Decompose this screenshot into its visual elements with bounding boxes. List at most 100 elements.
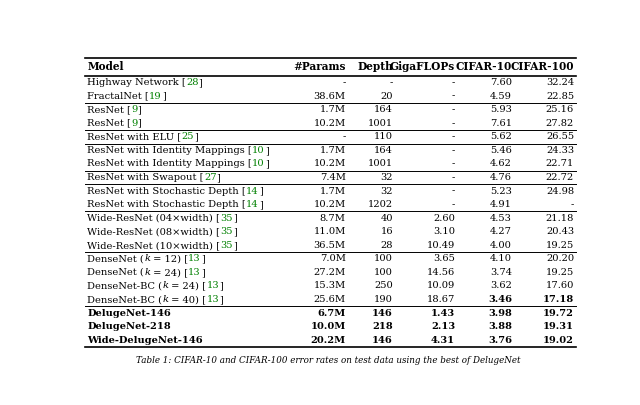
Text: ResNet with Stochastic Depth [: ResNet with Stochastic Depth [ <box>88 187 246 196</box>
Text: 25.6M: 25.6M <box>314 295 346 304</box>
Text: 22.72: 22.72 <box>546 173 574 182</box>
Text: 18.67: 18.67 <box>427 295 455 304</box>
Text: 3.76: 3.76 <box>488 336 512 345</box>
Text: 5.93: 5.93 <box>490 105 512 114</box>
Text: 250: 250 <box>374 281 393 290</box>
Text: 164: 164 <box>374 146 393 155</box>
Text: 25: 25 <box>182 132 194 141</box>
Text: k: k <box>144 268 150 277</box>
Text: 19.25: 19.25 <box>546 241 574 250</box>
Text: 20.20: 20.20 <box>546 254 574 263</box>
Text: 20.2M: 20.2M <box>311 336 346 345</box>
Text: 4.76: 4.76 <box>490 173 512 182</box>
Text: 9: 9 <box>131 119 138 128</box>
Text: 218: 218 <box>372 322 393 331</box>
Text: -: - <box>342 132 346 141</box>
Text: ]: ] <box>265 146 269 155</box>
Text: -: - <box>452 160 455 168</box>
Text: DenseNet-BC (: DenseNet-BC ( <box>88 281 163 290</box>
Text: 190: 190 <box>374 295 393 304</box>
Text: Table 1: CIFAR-10 and CIFAR-100 error rates on test data using the best of Delug: Table 1: CIFAR-10 and CIFAR-100 error ra… <box>136 356 520 365</box>
Text: 4.00: 4.00 <box>490 241 512 250</box>
Text: 7.61: 7.61 <box>490 119 512 128</box>
Text: ]: ] <box>265 160 269 168</box>
Text: ]: ] <box>138 119 141 128</box>
Text: 5.23: 5.23 <box>490 187 512 196</box>
Text: 10.0M: 10.0M <box>310 322 346 331</box>
Text: #Params: #Params <box>294 61 346 72</box>
Text: DenseNet-BC (: DenseNet-BC ( <box>88 295 163 304</box>
Text: ]: ] <box>259 187 262 196</box>
Text: 35: 35 <box>220 241 233 250</box>
Text: ResNet with Identity Mappings [: ResNet with Identity Mappings [ <box>88 160 252 168</box>
Text: = 24) [: = 24) [ <box>168 281 207 290</box>
Text: ]: ] <box>198 78 203 87</box>
Text: 14: 14 <box>246 187 259 196</box>
Text: -: - <box>571 200 574 209</box>
Text: 14: 14 <box>246 200 259 209</box>
Text: -: - <box>452 187 455 196</box>
Text: = 40) [: = 40) [ <box>168 295 207 304</box>
Text: CIFAR-10: CIFAR-10 <box>456 61 512 72</box>
Text: k: k <box>163 281 168 290</box>
Text: 26.55: 26.55 <box>546 132 574 141</box>
Text: 27.2M: 27.2M <box>314 268 346 277</box>
Text: DenseNet (: DenseNet ( <box>88 268 144 277</box>
Text: 3.46: 3.46 <box>488 295 512 304</box>
Text: 3.98: 3.98 <box>488 309 512 318</box>
Text: 28: 28 <box>186 78 198 87</box>
Text: ResNet with Identity Mappings [: ResNet with Identity Mappings [ <box>88 146 252 155</box>
Text: 24.33: 24.33 <box>546 146 574 155</box>
Text: 4.91: 4.91 <box>490 200 512 209</box>
Text: ]: ] <box>201 268 205 277</box>
Text: 15.3M: 15.3M <box>314 281 346 290</box>
Text: 13: 13 <box>188 268 201 277</box>
Text: 3.74: 3.74 <box>490 268 512 277</box>
Text: 5.46: 5.46 <box>490 146 512 155</box>
Text: 4.62: 4.62 <box>490 160 512 168</box>
Text: -: - <box>452 146 455 155</box>
Text: 19: 19 <box>149 92 162 100</box>
Text: -: - <box>452 92 455 100</box>
Text: 11.0M: 11.0M <box>314 227 346 236</box>
Text: 19.31: 19.31 <box>543 322 574 331</box>
Text: 19.25: 19.25 <box>546 268 574 277</box>
Text: ResNet [: ResNet [ <box>88 119 131 128</box>
Text: 22.85: 22.85 <box>546 92 574 100</box>
Text: 27.82: 27.82 <box>546 119 574 128</box>
Text: 21.18: 21.18 <box>546 214 574 223</box>
Text: 10.49: 10.49 <box>427 241 455 250</box>
Text: 10.09: 10.09 <box>427 281 455 290</box>
Text: 22.71: 22.71 <box>546 160 574 168</box>
Text: 4.53: 4.53 <box>490 214 512 223</box>
Text: 3.88: 3.88 <box>488 322 512 331</box>
Text: DenseNet (: DenseNet ( <box>88 254 144 263</box>
Text: 4.10: 4.10 <box>490 254 512 263</box>
Text: 19.72: 19.72 <box>543 309 574 318</box>
Text: 4.31: 4.31 <box>431 336 455 345</box>
Text: 110: 110 <box>374 132 393 141</box>
Text: 146: 146 <box>372 336 393 345</box>
Text: 7.4M: 7.4M <box>320 173 346 182</box>
Text: 32.24: 32.24 <box>546 78 574 87</box>
Text: 17.60: 17.60 <box>546 281 574 290</box>
Text: 28: 28 <box>380 241 393 250</box>
Text: GigaFLOPs: GigaFLOPs <box>390 61 455 72</box>
Text: DelugeNet-146: DelugeNet-146 <box>88 309 171 318</box>
Text: k: k <box>144 254 150 263</box>
Text: 17.18: 17.18 <box>543 295 574 304</box>
Text: 10: 10 <box>252 146 265 155</box>
Text: 1.7M: 1.7M <box>320 105 346 114</box>
Text: 32: 32 <box>380 187 393 196</box>
Text: ]: ] <box>259 200 262 209</box>
Text: ]: ] <box>194 132 198 141</box>
Text: 10.2M: 10.2M <box>314 200 346 209</box>
Text: 1001: 1001 <box>368 119 393 128</box>
Text: ResNet with Stochastic Depth [: ResNet with Stochastic Depth [ <box>88 200 246 209</box>
Text: -: - <box>452 173 455 182</box>
Text: -: - <box>452 119 455 128</box>
Text: Model: Model <box>88 61 124 72</box>
Text: 1.7M: 1.7M <box>320 146 346 155</box>
Text: 7.0M: 7.0M <box>320 254 346 263</box>
Text: ]: ] <box>219 295 223 304</box>
